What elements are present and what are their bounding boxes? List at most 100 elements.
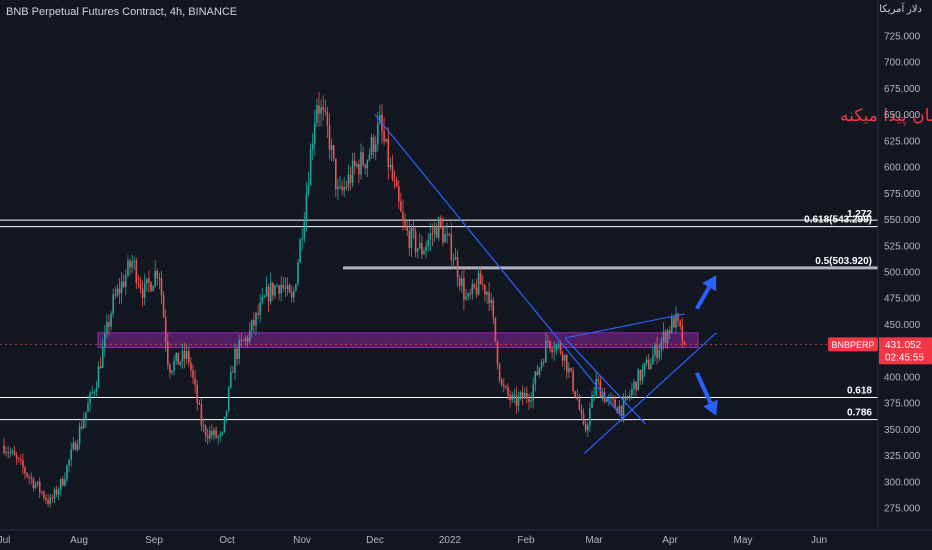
y-tick-label: 525.000 — [884, 241, 921, 252]
candle-body — [641, 369, 644, 381]
candle-body — [120, 281, 123, 294]
candle-body — [28, 476, 30, 478]
candle-body — [74, 442, 77, 451]
candle-body — [643, 363, 646, 370]
candle-body — [78, 426, 81, 445]
candle-body — [666, 330, 669, 344]
candle-body — [503, 384, 505, 387]
candle-body — [156, 270, 159, 278]
candle-body — [22, 460, 24, 468]
candle-body — [118, 288, 121, 294]
candle-body — [440, 217, 442, 226]
candle-body — [612, 397, 614, 399]
candle-body — [603, 392, 606, 403]
x-tick-label: Sep — [145, 535, 163, 546]
candle-body — [492, 299, 495, 318]
candle-body — [442, 225, 444, 243]
candle-body — [133, 260, 135, 262]
candle-body — [593, 395, 595, 397]
candle-body — [576, 397, 579, 400]
candle-body — [276, 285, 278, 287]
candle-body — [49, 497, 51, 504]
direction-arrow — [694, 371, 713, 404]
y-tick-label: 650.000 — [884, 110, 921, 121]
candle-body — [421, 242, 423, 255]
candle-body — [444, 234, 446, 243]
trendline — [583, 332, 717, 454]
candle-body — [595, 378, 597, 396]
candle-body — [274, 285, 276, 296]
candle-body — [677, 313, 679, 321]
candle-body — [524, 393, 526, 399]
candle-body — [106, 322, 108, 334]
candle-body — [343, 187, 345, 191]
candle-body — [532, 384, 534, 401]
candle-body — [513, 394, 516, 396]
candle-body — [547, 340, 549, 342]
candle-body — [454, 257, 457, 260]
candle-body — [683, 341, 686, 345]
candle-body — [152, 285, 154, 292]
candle-body — [112, 294, 114, 314]
candle-body — [211, 431, 213, 436]
candle-body — [278, 285, 280, 294]
candle-body — [645, 359, 648, 364]
candle-body — [202, 425, 205, 427]
candle-body — [204, 426, 207, 436]
candle-body — [356, 164, 358, 166]
arrow-head — [703, 399, 718, 416]
candle-body — [536, 371, 539, 375]
candle-body — [408, 230, 411, 249]
candle-body — [482, 284, 484, 286]
candle-body — [555, 345, 558, 351]
y-tick-label: 475.000 — [884, 294, 921, 305]
candle-body — [171, 370, 173, 373]
candle-body — [448, 233, 450, 235]
candle-body — [383, 130, 385, 142]
candle-body — [463, 278, 465, 300]
candle-body — [372, 137, 375, 153]
x-tick-label: Aug — [70, 535, 88, 546]
candle-body — [362, 152, 364, 165]
candle-body — [337, 186, 339, 190]
candle-body — [580, 409, 583, 414]
candle-body — [582, 413, 585, 425]
candle-body — [473, 284, 476, 288]
candle-body — [353, 160, 356, 166]
candle-body — [461, 278, 463, 287]
candle-body — [377, 123, 379, 145]
candle-body — [654, 345, 656, 356]
candle-body — [406, 226, 408, 231]
candle-body — [34, 484, 37, 488]
candle-body — [374, 144, 377, 153]
candle-body — [620, 405, 623, 416]
candle-body — [484, 285, 486, 295]
candle-body — [167, 342, 169, 365]
y-tick-label: 550.000 — [884, 215, 921, 226]
candle-body — [162, 295, 165, 318]
y-tick-label: 375.000 — [884, 399, 921, 410]
candle-body — [668, 330, 671, 333]
candle-body — [528, 398, 530, 402]
candle-body — [332, 145, 335, 159]
candle-body — [379, 114, 381, 124]
fib-label: 0.618(543.299) — [804, 215, 872, 226]
candle-body — [500, 379, 503, 385]
candle-body — [526, 393, 528, 399]
support-resistance-zone — [97, 332, 699, 349]
candle-body — [446, 233, 448, 235]
candle-body — [284, 287, 287, 289]
candle-body — [36, 481, 39, 485]
candle-body — [479, 272, 482, 285]
candle-body — [351, 160, 354, 183]
candle-body — [141, 288, 144, 298]
price-badge — [879, 337, 932, 365]
candle-body — [248, 330, 251, 342]
candle-body — [471, 284, 474, 295]
candle-body — [177, 353, 180, 365]
candle-body — [570, 368, 572, 371]
candle-body — [255, 312, 257, 326]
candle-body — [311, 143, 314, 150]
candle-body — [20, 459, 22, 461]
